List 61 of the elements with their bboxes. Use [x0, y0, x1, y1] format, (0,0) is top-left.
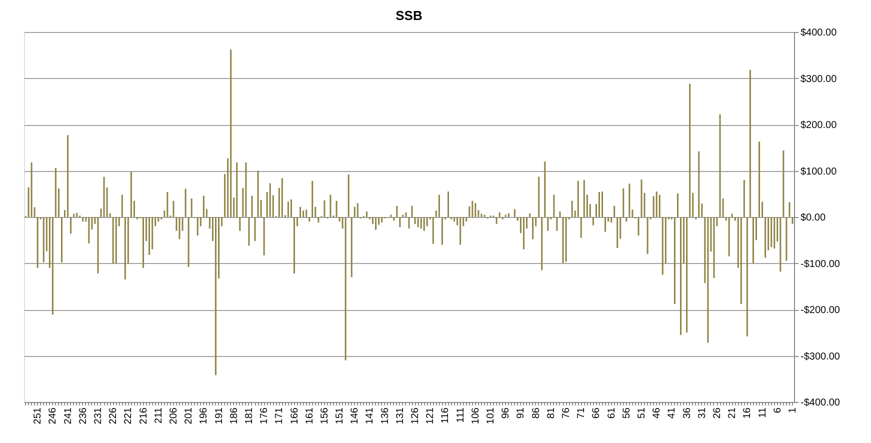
y-tick-label: $0.00 — [800, 212, 826, 224]
x-tick-label: 116 — [440, 407, 452, 424]
x-tick-label: 171 — [274, 407, 286, 424]
y-tick-label: -$100.00 — [800, 258, 840, 270]
x-tick-label: 41 — [666, 407, 678, 419]
x-tick-label: 196 — [198, 407, 210, 424]
chart-title: SSB — [396, 8, 422, 23]
x-tick-label: 226 — [108, 407, 120, 424]
x-tick-label: 181 — [244, 407, 255, 424]
x-tick-label: 211 — [153, 407, 164, 424]
x-tick-label: 86 — [530, 407, 542, 419]
x-tick-label: 61 — [606, 407, 618, 419]
x-tick-label: 126 — [410, 407, 422, 424]
x-tick-label: 46 — [652, 407, 663, 419]
x-tick-label: 21 — [727, 407, 738, 419]
x-tick-label: 156 — [319, 407, 330, 424]
x-tick-label: 91 — [516, 407, 527, 419]
x-tick-label: 206 — [168, 407, 180, 424]
x-tick-label: 121 — [425, 407, 436, 424]
x-tick-label: 51 — [636, 407, 648, 419]
x-tick-label: 101 — [486, 407, 497, 424]
x-tick-label: 26 — [712, 407, 723, 419]
y-tick-label: -$300.00 — [800, 351, 840, 362]
x-tick-label: 161 — [304, 407, 316, 424]
x-tick-label: 131 — [394, 407, 406, 424]
x-tick-label: 141 — [364, 407, 376, 424]
y-tick-label: $300.00 — [800, 74, 838, 85]
x-tick-label: 176 — [259, 407, 270, 424]
x-tick-label: 251 — [32, 407, 44, 424]
y-tick-label: -$200.00 — [800, 305, 840, 316]
x-tick-label: 186 — [228, 407, 240, 424]
x-tick-label: 136 — [380, 407, 391, 424]
x-tick-label: 76 — [561, 407, 572, 419]
x-tick-label: 56 — [621, 407, 632, 419]
x-tick-label: 216 — [138, 407, 150, 424]
x-tick-label: 71 — [576, 407, 588, 419]
x-tick-label: 246 — [48, 407, 59, 424]
y-tick-label: $100.00 — [800, 166, 838, 178]
x-tick-label: 31 — [696, 407, 708, 419]
x-tick-label: 111 — [455, 407, 466, 423]
x-tick-label: 11 — [757, 407, 768, 418]
x-tick-label: 151 — [334, 407, 346, 424]
y-tick-label: -$400.00 — [800, 398, 840, 408]
x-tick-label: 201 — [184, 407, 195, 424]
x-tick-label: 241 — [62, 407, 74, 424]
x-tick-label: 106 — [470, 407, 482, 424]
x-tick-label: 96 — [500, 407, 512, 419]
x-tick-label: 81 — [546, 407, 557, 419]
x-tick-label: 36 — [682, 407, 693, 419]
x-tick-label: 236 — [78, 407, 89, 424]
x-tick-label: 231 — [92, 407, 104, 424]
x-tick-label: 191 — [214, 407, 225, 424]
y-tick-label: $200.00 — [800, 120, 838, 131]
x-tick-label: 66 — [591, 407, 602, 419]
x-tick-label: 221 — [123, 407, 134, 424]
x-tick-label: 166 — [289, 407, 300, 424]
x-tick-label: 1 — [787, 407, 798, 414]
y-tick-label: $400.00 — [800, 28, 838, 38]
x-tick-label: 16 — [742, 407, 754, 419]
x-tick-label: 6 — [772, 407, 784, 414]
x-tick-label: 146 — [350, 407, 361, 424]
